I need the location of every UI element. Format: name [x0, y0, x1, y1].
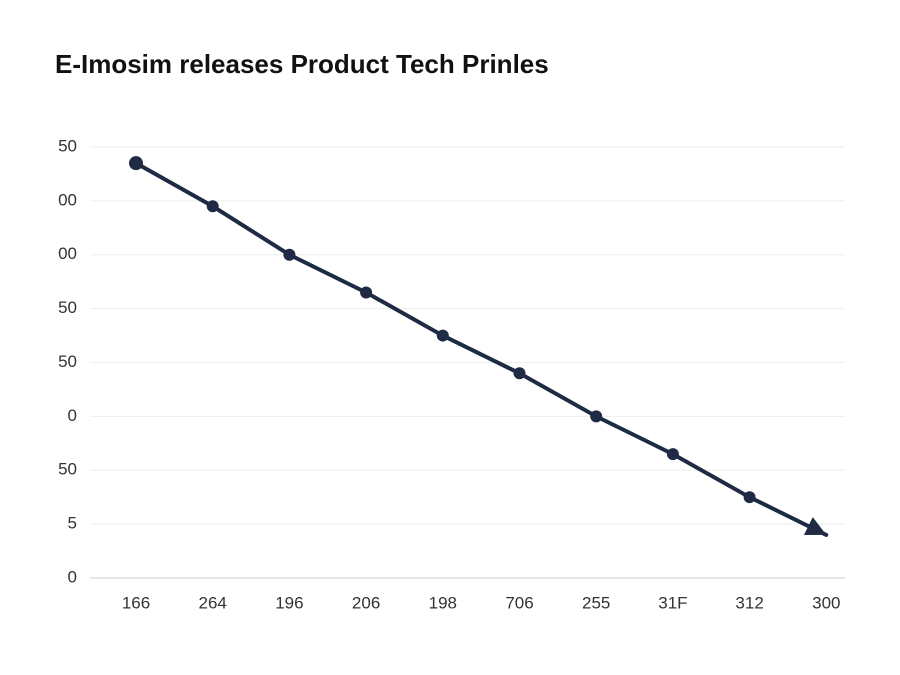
y-tick-label: 0 [68, 406, 77, 425]
point [283, 248, 296, 261]
x-tick-label: 166 [122, 593, 150, 612]
y-tick-label: 50 [58, 352, 77, 371]
y-tick-label: 00 [58, 244, 77, 263]
chart-title: E-Imosim releases Product Tech Prinles [55, 49, 549, 79]
y-tick-label: 0 [68, 567, 77, 586]
y-tick-label: 00 [58, 190, 77, 209]
x-tick-label: 198 [429, 593, 457, 612]
x-tick-label: 264 [199, 593, 227, 612]
x-tick-label: 31F [658, 593, 687, 612]
point [743, 491, 756, 504]
x-tick-label: 300 [812, 593, 840, 612]
point [129, 156, 143, 171]
x-tick-label: 255 [582, 593, 610, 612]
point [666, 448, 679, 461]
y-tick-label: 50 [58, 136, 77, 155]
point [206, 200, 219, 213]
x-tick-label: 706 [505, 593, 533, 612]
point [436, 329, 449, 342]
y-tick-label: 50 [58, 298, 77, 317]
y-tick-label: 5 [68, 514, 77, 533]
point [360, 286, 373, 299]
x-tick-label: 312 [735, 593, 763, 612]
x-tick-label: 206 [352, 593, 380, 612]
arrow-head [803, 517, 827, 536]
y-tick-label: 50 [58, 460, 77, 479]
line [134, 161, 829, 537]
point [513, 367, 526, 380]
point [590, 410, 603, 423]
x-tick-label: 196 [275, 593, 303, 612]
